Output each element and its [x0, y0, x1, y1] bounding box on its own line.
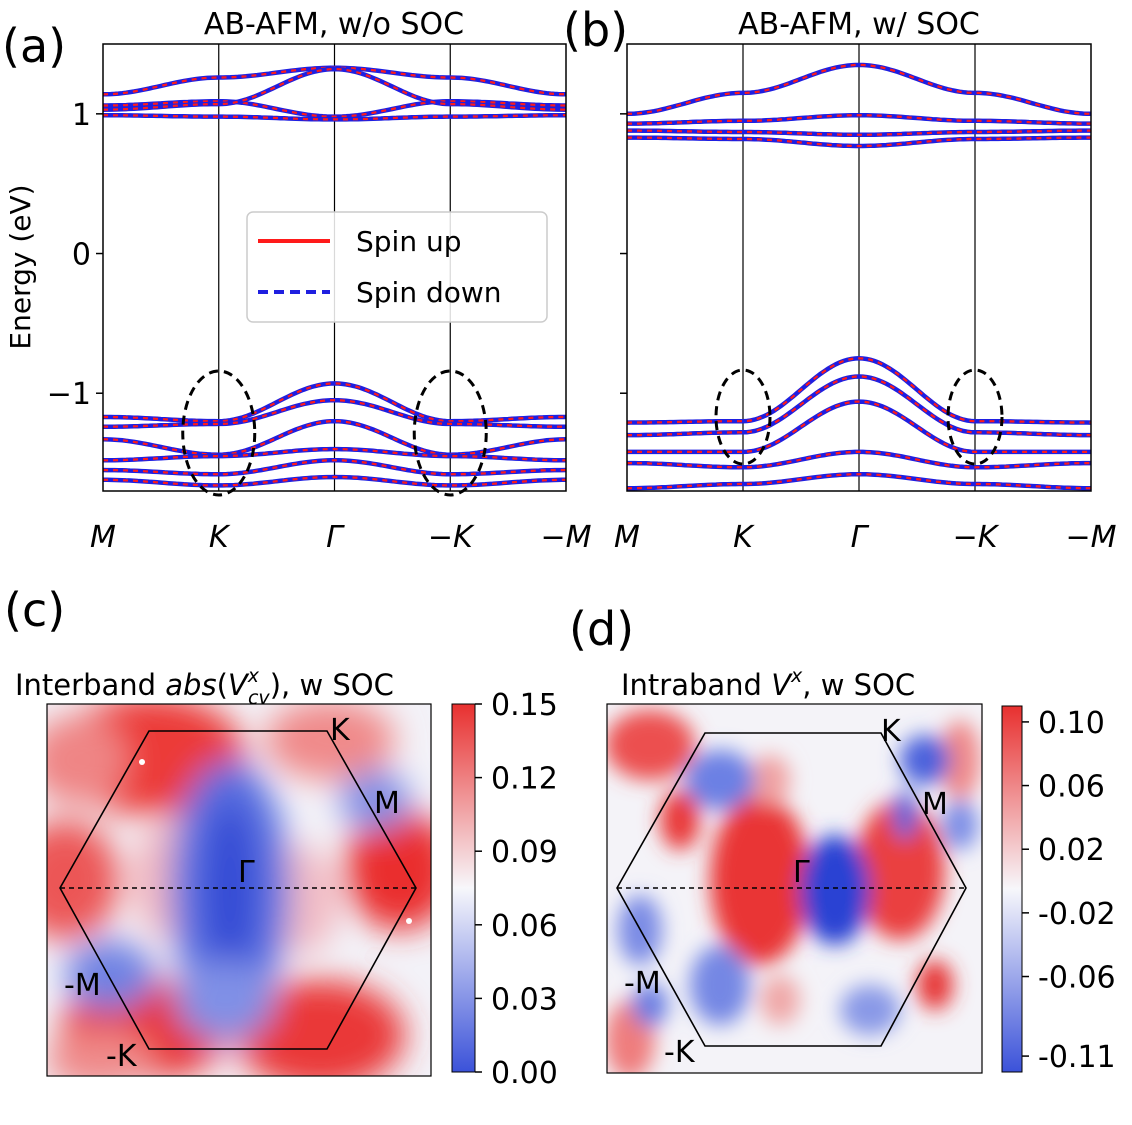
panel-d: (d) Intraband Vx, w SOC — [569, 602, 1116, 1075]
bz-label-c-gamma: Γ — [238, 855, 255, 890]
y-tick-label-a-0: 1 — [72, 98, 91, 133]
y-tick-label-a-2: −1 — [47, 377, 91, 412]
x-tick-a-3: −K — [428, 520, 475, 555]
colorbar-label-d-4: -0.06 — [1038, 961, 1116, 996]
band-a-cb3-spin-down — [103, 66, 566, 112]
legend-spin-up-label: Spin up — [356, 225, 462, 258]
band-plot-a — [103, 44, 566, 497]
x-tick-a-4: −M — [540, 520, 591, 555]
bz-label-d-K: K — [881, 714, 902, 749]
colorbar-label-d-3: -0.02 — [1038, 897, 1116, 932]
plot-frame-b — [626, 43, 1092, 492]
colorbar-label-d-0: 0.10 — [1038, 706, 1105, 741]
heatmap-frame-c — [46, 703, 432, 1077]
colorbar-d — [1001, 705, 1023, 1073]
colorbar-label-c-3: 0.06 — [491, 909, 558, 944]
bz-label-d-gamma: Γ — [793, 855, 810, 890]
band-a-vb3-spin-down — [103, 418, 566, 457]
colorbar-label-c-4: 0.03 — [491, 982, 558, 1017]
colorbar-label-c-5: 0.00 — [491, 1056, 558, 1091]
heatmap-c — [47, 704, 431, 1076]
band-a-cb2-spin-up — [103, 100, 566, 118]
panel-c: (c) Interband abs(Vx cv), w SOC — [4, 583, 558, 1091]
band-b-vb1-spin-up — [627, 357, 1091, 424]
colorbar-label-c-2: 0.09 — [491, 835, 558, 870]
band-b-vb2-spin-down — [627, 374, 1091, 438]
bz-label-c-minus-K: -K — [106, 1039, 138, 1074]
band-plot-b — [627, 44, 1091, 491]
panel-d-label: (d) — [569, 602, 634, 656]
band-b-cb3-spin-up — [627, 129, 1091, 136]
x-tick-a-1: K — [209, 520, 231, 555]
bands-clip — [627, 44, 1091, 491]
valley-ellipse-a-3 — [412, 369, 488, 497]
panel-b-label: (b) — [563, 3, 628, 57]
x-tick-b-3: −K — [953, 520, 1000, 555]
bz-label-c-K: K — [330, 713, 351, 748]
colorbar-label-d-2: 0.02 — [1038, 833, 1105, 868]
panel-d-title: Intraband Vx, w SOC — [621, 665, 915, 702]
x-tick-b-4: −M — [1065, 520, 1116, 555]
plot-frame-a — [102, 43, 567, 492]
panel-a-title: AB-AFM, w/o SOC — [204, 7, 464, 42]
panel-c-title: Interband abs(Vx cv), w SOC — [15, 665, 394, 709]
bz-label-c-M: M — [374, 786, 400, 821]
panel-a-label: (a) — [2, 19, 66, 73]
band-b-vb3-spin-up — [627, 400, 1091, 453]
band-a-vb5-spin-up — [103, 459, 566, 476]
band-a-vb1-spin-up — [103, 382, 566, 423]
y-axis-label: Energy (eV) — [4, 184, 37, 349]
heatmap-d — [607, 704, 982, 1073]
band-a-vb4-spin-up — [103, 448, 566, 462]
band-a-vb6-spin-up — [103, 475, 566, 487]
colorbar-label-d-1: 0.06 — [1038, 770, 1105, 805]
band-b-vb4-spin-up — [627, 450, 1091, 469]
colorbar-label-c-0: 0.15 — [491, 688, 558, 723]
valley-ellipse-b-3 — [946, 368, 1004, 466]
panel-b-title: AB-AFM, w/ SOC — [738, 7, 980, 42]
band-b-cb1-spin-down — [627, 62, 1091, 117]
x-tick-a-0: M — [90, 520, 116, 555]
x-tick-b-1: K — [733, 520, 755, 555]
band-a-cb4-spin-up — [103, 114, 566, 121]
colorbar-c — [451, 703, 476, 1073]
legend-spin-down-label: Spin down — [356, 276, 502, 309]
band-a-vb2-spin-up — [103, 399, 566, 428]
x-tick-b-2: Γ — [851, 520, 870, 555]
colorbar-label-d-5: -0.11 — [1038, 1040, 1116, 1075]
colorbar-label-c-1: 0.12 — [491, 762, 558, 797]
legend: Spin up Spin down — [246, 211, 548, 323]
panel-a: (a) AB-AFM, w/o SOC Energy (eV) M K Γ −K −M 1… — [2, 7, 592, 555]
bz-label-d-M: M — [922, 787, 948, 822]
valley-ellipse-a-1 — [181, 369, 257, 497]
band-b-cb2-spin-up — [627, 114, 1091, 125]
valley-ellipse-b-1 — [714, 368, 772, 466]
x-tick-a-2: Γ — [326, 520, 345, 555]
panel-c-label: (c) — [4, 583, 65, 637]
bands-clip — [103, 44, 566, 491]
bz-label-d-minus-M: -M — [624, 966, 661, 1001]
heatmap-frame-d — [606, 703, 983, 1074]
bz-label-d-minus-K: -K — [664, 1035, 696, 1070]
panel-b: (b) AB-AFM, w/ SOC M K Γ −K −M — [563, 3, 1117, 555]
x-tick-b-0: M — [614, 520, 640, 555]
bz-label-c-minus-M: -M — [64, 968, 101, 1003]
y-tick-label-a-1: 0 — [72, 238, 91, 273]
band-b-cb4-spin-up — [627, 136, 1091, 148]
band-b-vb5-spin-up — [627, 473, 1091, 490]
